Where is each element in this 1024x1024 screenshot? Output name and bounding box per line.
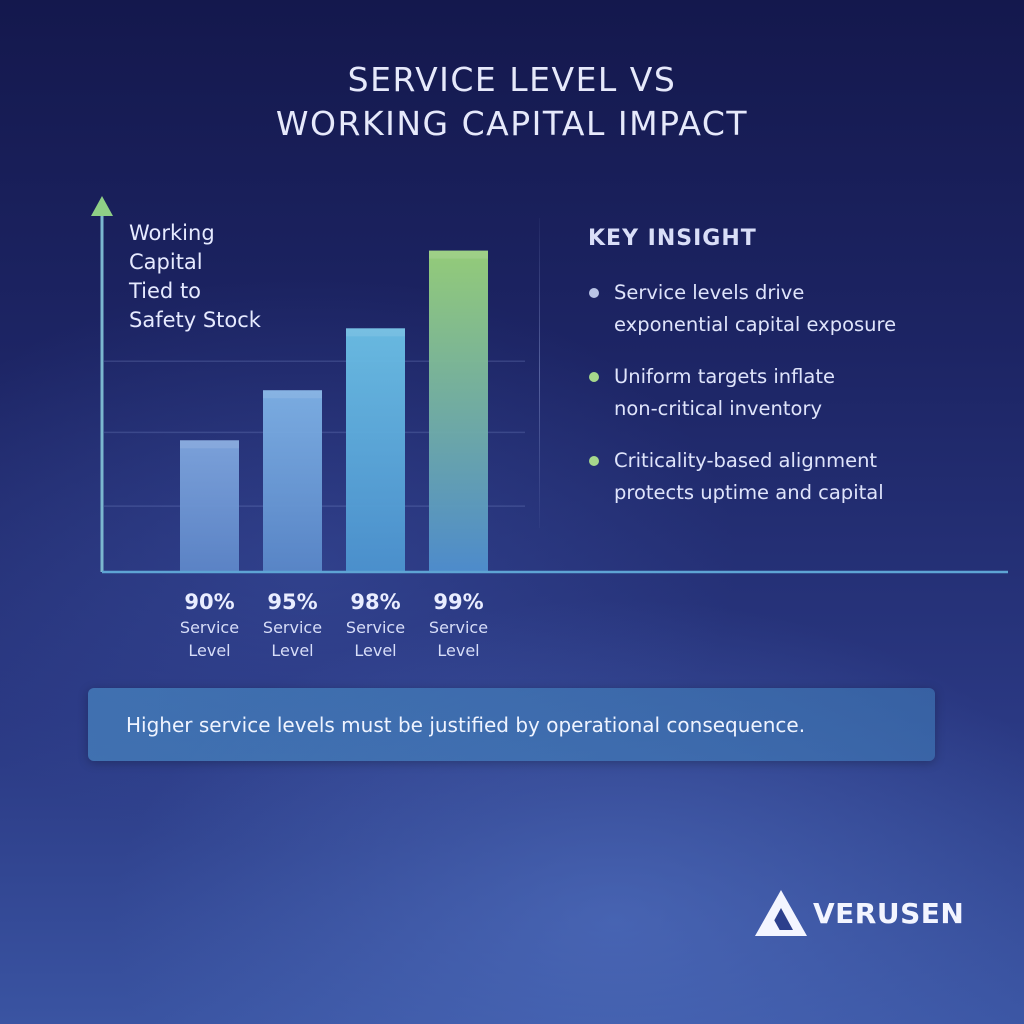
x-tick-caption: Level	[354, 641, 396, 660]
y-axis-label-line-3: Tied to	[128, 279, 201, 303]
brand-name: VERUSEN	[813, 896, 965, 930]
title-line-2: WORKING CAPITAL IMPACT	[275, 104, 749, 143]
bar-highlight-1	[180, 440, 239, 449]
callout-banner: Higher service levels must be justified …	[88, 688, 935, 761]
x-tick-caption: Service	[263, 618, 322, 637]
chart-bars	[180, 250, 488, 572]
x-tick-caption: Level	[188, 641, 230, 660]
y-axis-label: Working Capital Tied to Safety Stock	[128, 221, 262, 332]
bar-highlight-4	[429, 250, 488, 259]
insight-list: Service levels drive exponential capital…	[588, 277, 988, 509]
bar-highlight-2	[263, 390, 322, 399]
bullet-dot-icon	[589, 456, 599, 466]
brand-logo: VERUSEN	[753, 888, 964, 938]
callout-text: Higher service levels must be justified …	[126, 712, 806, 737]
x-tick-caption: Level	[437, 641, 479, 660]
x-tick-value: 98%	[350, 590, 400, 614]
bullet-dot-icon	[589, 288, 599, 298]
insight-item-3-line-1: Criticality-based alignment	[614, 449, 878, 472]
x-tick-caption: Service	[429, 618, 488, 637]
page-title: SERVICE LEVEL VS WORKING CAPITAL IMPACT	[0, 58, 1024, 146]
y-axis-label-line-2: Capital	[129, 250, 203, 274]
x-tick-label-2: 95% Service Level	[263, 590, 322, 660]
x-tick-caption: Service	[346, 618, 405, 637]
key-insight-panel: KEY INSIGHT Service levels drive exponen…	[588, 226, 988, 529]
key-insight-heading: KEY INSIGHT	[588, 226, 757, 251]
insight-item-2: Uniform targets inflate non-critical inv…	[588, 361, 988, 425]
y-axis-arrow-icon	[91, 196, 113, 216]
bar-95pct	[263, 390, 322, 572]
bar-99pct	[429, 250, 488, 572]
x-tick-caption: Service	[180, 618, 239, 637]
insight-item-2-line-2: non-critical inventory	[614, 397, 822, 420]
triangle-logo-icon	[755, 890, 807, 936]
title-line-1: SERVICE LEVEL VS	[347, 60, 677, 99]
y-axis-label-line-1: Working	[129, 221, 215, 245]
x-tick-value: 90%	[184, 590, 234, 614]
insight-item-1-line-1: Service levels drive	[614, 281, 805, 304]
x-tick-caption: Level	[271, 641, 313, 660]
insight-item-2-line-1: Uniform targets inflate	[614, 365, 836, 388]
bar-90pct	[180, 440, 239, 572]
insight-item-1-line-2: exponential capital exposure	[614, 313, 897, 336]
insight-item-3-line-2: protects uptime and capital	[614, 481, 884, 504]
x-tick-value: 95%	[267, 590, 317, 614]
insight-item-1: Service levels drive exponential capital…	[588, 277, 988, 341]
x-tick-label-3: 98% Service Level	[346, 590, 405, 660]
x-tick-label-4: 99% Service Level	[429, 590, 488, 660]
y-axis-label-line-4: Safety Stock	[129, 308, 262, 332]
bar-98pct	[346, 328, 405, 572]
x-axis-labels: 90% Service Level 95% Service Level 98% Service…	[180, 590, 488, 660]
insight-item-3: Criticality-based alignment protects upt…	[588, 445, 988, 509]
bullet-dot-icon	[589, 372, 599, 382]
x-tick-value: 99%	[433, 590, 483, 614]
bar-highlight-3	[346, 328, 405, 337]
x-tick-label-1: 90% Service Level	[180, 590, 239, 660]
section-divider	[539, 218, 540, 528]
